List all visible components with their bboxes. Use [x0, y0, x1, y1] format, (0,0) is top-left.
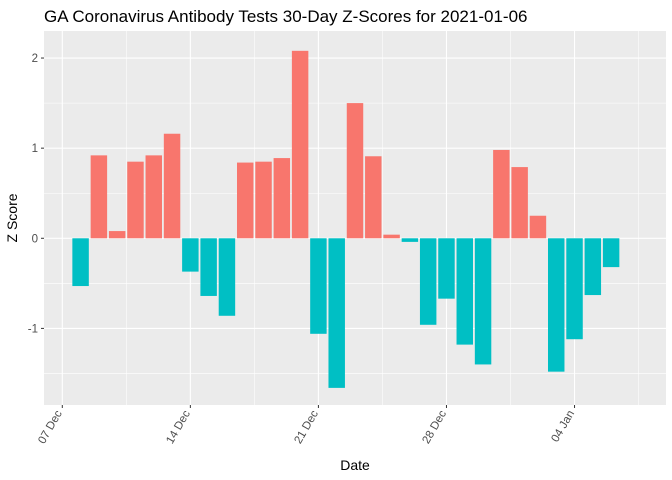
bar-2020-12-11 — [127, 161, 144, 239]
x-axis-title: Date — [340, 457, 370, 473]
bar-2020-12-30 — [474, 238, 492, 365]
y-axis: -1 0 1 2 — [28, 53, 44, 335]
bar-2020-12-10 — [108, 231, 126, 239]
bar-2020-12-23 — [346, 103, 364, 239]
bar-2021-01-06 — [602, 238, 620, 268]
bar-2020-12-17 — [237, 162, 254, 239]
bar-2021-01-02 — [529, 215, 547, 239]
bar-2020-12-12 — [145, 155, 162, 239]
bar-2020-12-16 — [218, 238, 236, 316]
bar-2021-01-04 — [566, 238, 583, 340]
bar-2020-12-24 — [365, 156, 382, 239]
bar-2020-12-09 — [90, 155, 108, 239]
bar-2020-12-25 — [383, 234, 400, 239]
bar-2020-12-20 — [291, 50, 309, 239]
bar-2020-12-31 — [493, 149, 510, 239]
bar-2020-12-29 — [456, 238, 473, 345]
bar-2020-12-15 — [200, 238, 217, 296]
bar-2020-12-14 — [182, 238, 199, 272]
bar-2020-12-26 — [401, 238, 419, 242]
bar-2021-01-01 — [511, 167, 528, 239]
bar-2020-12-08 — [72, 238, 89, 287]
y-tick-label: 1 — [32, 143, 38, 155]
bar-2020-12-27 — [419, 238, 437, 325]
chart-title: GA Coronavirus Antibody Tests 30-Day Z-S… — [44, 7, 527, 26]
y-tick-label: -1 — [28, 323, 38, 335]
bar-2021-01-03 — [548, 238, 565, 372]
bars — [72, 50, 620, 388]
bar-2020-12-18 — [255, 161, 272, 239]
bar-2020-12-28 — [438, 238, 455, 299]
bar-2020-12-21 — [310, 238, 327, 334]
x-tick-label: 07 Dec — [36, 408, 65, 446]
y-axis-title: Z Score — [4, 193, 20, 242]
bar-2020-12-19 — [273, 158, 291, 239]
y-tick-label: 2 — [32, 53, 38, 65]
bar-2021-01-05 — [584, 238, 602, 296]
x-tick-label: 04 Jan — [549, 409, 577, 445]
x-tick-label: 14 Dec — [164, 408, 193, 446]
x-axis: 07 Dec 14 Dec 21 Dec 28 Dec 04 Jan — [36, 405, 577, 446]
bar-2020-12-13 — [163, 133, 181, 239]
bar-2020-12-22 — [328, 238, 345, 388]
x-tick-label: 21 Dec — [292, 408, 321, 446]
y-tick-label: 0 — [32, 233, 38, 245]
x-tick-label: 28 Dec — [420, 408, 449, 446]
